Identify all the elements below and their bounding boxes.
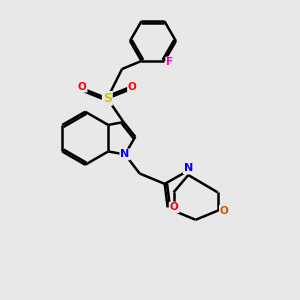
Text: O: O	[128, 82, 137, 92]
Text: N: N	[120, 149, 130, 159]
Text: O: O	[78, 82, 87, 92]
Text: S: S	[103, 92, 112, 105]
Text: F: F	[166, 57, 173, 68]
Text: O: O	[170, 202, 178, 212]
Text: N: N	[184, 163, 193, 173]
Text: O: O	[220, 206, 229, 216]
